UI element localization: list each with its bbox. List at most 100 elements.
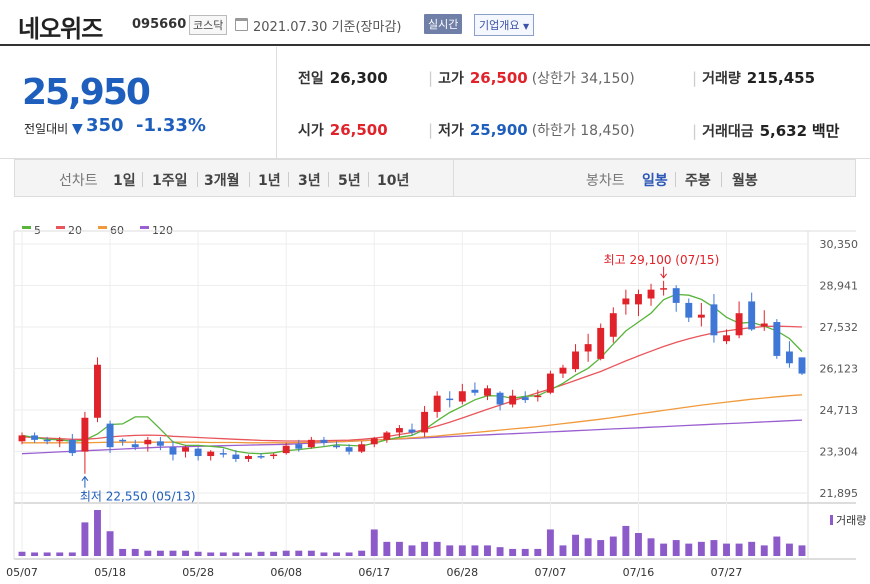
candle <box>496 391 504 411</box>
candlestick-chart: 52060120 30,35028,94127,53226,12324,7132… <box>6 224 866 579</box>
candle <box>484 385 491 401</box>
change-label: 전일대비 <box>24 122 69 136</box>
volume-bar <box>735 543 743 556</box>
candle-body <box>182 447 190 452</box>
candle <box>748 292 756 331</box>
candle <box>307 436 315 449</box>
candle-body <box>672 288 680 303</box>
tab-3m[interactable]: 3개월 <box>204 173 240 189</box>
candle <box>18 432 26 445</box>
tab-1d[interactable]: 1일 <box>113 173 136 189</box>
volume-value: 215,455 <box>746 69 816 87</box>
candle-chart-label: 봉차트 <box>586 173 625 189</box>
candle <box>345 444 353 455</box>
candle-body <box>18 435 26 442</box>
candle-body <box>270 454 278 457</box>
candle-body <box>647 289 655 299</box>
candle <box>207 450 215 461</box>
tab-5y[interactable]: 5년 <box>338 173 361 189</box>
candle-body <box>785 351 793 364</box>
volume-bar <box>31 552 39 556</box>
candle <box>509 389 517 408</box>
down-arrow-icon: ▼ <box>72 121 83 137</box>
candle <box>421 405 429 437</box>
candle <box>471 382 479 396</box>
candle-body <box>244 456 252 459</box>
candle-body <box>333 445 340 448</box>
x-tick-label: 06/28 <box>446 566 478 579</box>
candle-body <box>257 456 265 458</box>
volume-bar <box>144 550 152 556</box>
stock-name: 네오위즈 <box>18 15 103 43</box>
volume-bar <box>546 529 554 556</box>
volume-bar <box>106 531 114 556</box>
candle <box>370 436 378 448</box>
x-tick-label: 07/16 <box>623 566 655 579</box>
legend-swatch <box>98 226 107 229</box>
tab-monthly[interactable]: 월봉 <box>732 173 758 189</box>
candle <box>295 439 303 452</box>
tab-daily[interactable]: 일봉 <box>642 173 668 189</box>
volume-bar <box>509 548 517 556</box>
volume-bar <box>609 536 617 556</box>
volume-bar <box>182 550 190 556</box>
candle-body <box>584 344 592 352</box>
company-info-dropdown[interactable]: 기업개요 ▼ <box>474 14 535 36</box>
high-value: 26,500 <box>469 69 528 87</box>
tab-10y[interactable]: 10년 <box>377 173 410 189</box>
y-tick-label: 26,123 <box>820 362 859 375</box>
candle-body <box>798 357 806 374</box>
realtime-button[interactable]: 실시간 <box>424 14 463 34</box>
high-annotation: 최고 29,100 (07/15) <box>604 253 720 267</box>
change-value: 350 <box>86 115 124 136</box>
candle <box>383 431 391 443</box>
candle <box>358 441 366 454</box>
candle-body <box>282 445 290 454</box>
low-value: 25,900 <box>469 121 528 139</box>
tab-1y[interactable]: 1년 <box>258 173 281 189</box>
volume-bar <box>383 541 391 556</box>
candle-body <box>383 432 391 440</box>
volume-bar <box>219 552 227 556</box>
stock-header: 네오위즈 095660 코스닥 2021.07.30 기준(장마감) 실시간 기… <box>0 0 870 46</box>
volume-bar <box>534 548 542 556</box>
tab-weekly[interactable]: 주봉 <box>685 173 711 189</box>
annotations: 최고 29,100 (07/15) 최저 22,550 (05/13) <box>80 253 719 504</box>
volume-bar <box>156 550 164 556</box>
volume-bar <box>119 548 127 556</box>
candle <box>634 289 642 317</box>
volume-bar <box>232 552 240 556</box>
candle-body <box>471 389 479 393</box>
candle <box>760 310 768 331</box>
candle-body <box>43 439 51 442</box>
candle <box>458 383 466 405</box>
x-tick-label: 06/17 <box>358 566 390 579</box>
candle <box>119 438 127 446</box>
volume-bar <box>295 550 303 556</box>
candle <box>433 391 441 418</box>
candle <box>785 341 793 368</box>
candle-body <box>697 314 705 318</box>
candle-body <box>408 429 416 433</box>
candle-body <box>609 313 617 337</box>
open-value: 26,500 <box>329 121 388 139</box>
volume-legend-label: 거래량 <box>836 514 866 527</box>
volume-bar <box>207 552 215 556</box>
candle-body <box>622 298 630 305</box>
tab-1w[interactable]: 1주일 <box>152 173 188 189</box>
candle-body <box>144 439 152 445</box>
candle <box>68 433 76 457</box>
candle-body <box>433 395 441 412</box>
candle-body <box>496 392 504 405</box>
candle-body <box>546 373 554 393</box>
tab-3y[interactable]: 3년 <box>298 173 321 189</box>
y-tick-label: 28,941 <box>820 279 859 292</box>
volume-bar <box>622 525 630 556</box>
x-tick-label: 05/28 <box>182 566 214 579</box>
volume-bar <box>760 545 768 556</box>
volume-bar <box>307 550 315 556</box>
volume-bar <box>244 552 252 556</box>
candle-body <box>207 451 215 457</box>
volume-bar <box>320 552 328 556</box>
volume-bar <box>584 538 592 556</box>
